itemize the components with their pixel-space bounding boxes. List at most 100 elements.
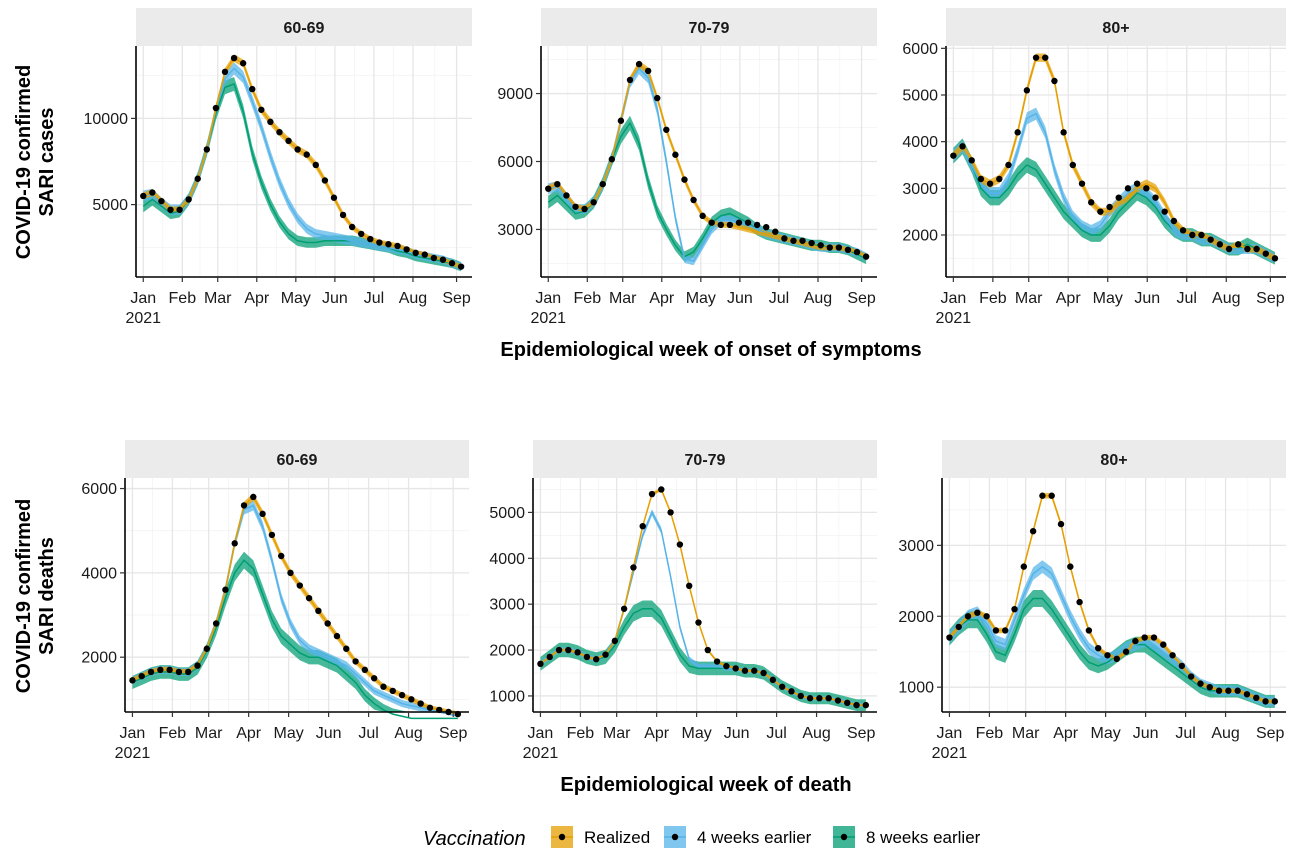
observed-point: [1023, 87, 1031, 94]
observed-point: [1189, 231, 1196, 239]
observed-point: [376, 239, 383, 246]
observed-point: [277, 552, 285, 560]
legend-label-4-weeks: 4 weeks earlier: [697, 828, 812, 847]
x-tick-label: Jul: [358, 725, 378, 742]
facet-strip-label: 80+: [1100, 452, 1127, 469]
observed-point: [203, 645, 211, 652]
observed-point: [138, 672, 145, 680]
x-tick-label: Jun: [322, 290, 348, 307]
x-tick-label: Mar: [1015, 290, 1043, 307]
cases-y-title-line2: SARI cases: [36, 108, 58, 217]
observed-point: [769, 676, 777, 684]
observed-point: [690, 196, 697, 204]
observed-point: [723, 662, 730, 670]
observed-point: [620, 605, 628, 612]
observed-point: [412, 249, 419, 257]
observed-point: [185, 668, 192, 676]
observed-point: [844, 246, 852, 254]
observed-point: [333, 632, 341, 640]
observed-point: [825, 695, 832, 702]
x-tick-label: Aug: [1212, 290, 1240, 307]
observed-point: [194, 662, 201, 669]
observed-point: [1104, 652, 1111, 659]
observed-point: [741, 667, 749, 674]
observed-point: [806, 695, 814, 702]
facet-strip-label: 60-69: [284, 20, 325, 37]
observed-point: [583, 653, 591, 661]
observed-point: [1020, 563, 1028, 570]
observed-point: [565, 646, 572, 654]
observed-point: [1039, 492, 1046, 499]
observed-point: [367, 235, 374, 243]
observed-point: [537, 660, 544, 668]
x-tick-label: May: [686, 290, 716, 307]
x-tick-label: Jan: [940, 290, 966, 307]
observed-point: [1187, 673, 1195, 680]
observed-point: [129, 677, 136, 684]
observed-point: [1060, 129, 1067, 136]
observed-point: [862, 253, 870, 260]
observed-point: [1197, 680, 1204, 687]
observed-point: [1076, 598, 1083, 606]
x-tick-label: Jun: [1133, 725, 1159, 742]
observed-point: [644, 67, 652, 75]
observed-point: [385, 241, 392, 248]
observed-point: [1225, 245, 1233, 253]
observed-point: [799, 237, 806, 244]
x-tick-label: Jan: [120, 725, 146, 742]
observed-point: [1094, 644, 1102, 652]
observed-point: [1051, 77, 1058, 85]
observed-point: [1057, 520, 1065, 528]
observed-point: [1011, 605, 1018, 613]
x-year-label: 2021: [932, 745, 968, 762]
observed-point: [1029, 527, 1037, 535]
observed-point: [808, 239, 815, 247]
observed-point: [726, 221, 734, 229]
observed-point: [239, 60, 247, 67]
observed-point: [695, 619, 702, 626]
y-tick-label: 2000: [489, 643, 525, 660]
observed-point: [348, 223, 356, 231]
observed-point: [1271, 255, 1279, 262]
observed-point: [1216, 241, 1224, 248]
observed-point: [781, 235, 788, 242]
observed-point: [816, 695, 823, 702]
x-year-label: 2021: [936, 310, 972, 327]
observed-point: [147, 668, 155, 676]
observed-point: [408, 696, 415, 703]
observed-point: [964, 613, 972, 620]
y-tick-label: 6000: [497, 154, 533, 171]
observed-point: [268, 531, 276, 539]
observed-point: [296, 582, 303, 589]
facet-strip-label: 60-69: [277, 452, 318, 469]
observed-point: [1106, 203, 1113, 211]
y-tick-label: 5000: [92, 197, 128, 214]
observed-point: [608, 156, 616, 163]
observed-point: [685, 582, 693, 590]
observed-point: [817, 242, 824, 249]
observed-point: [1253, 694, 1260, 702]
observed-point: [361, 666, 369, 674]
y-tick-label: 5000: [489, 505, 525, 522]
observed-point: [545, 185, 552, 192]
observed-point: [240, 502, 248, 509]
x-tick-label: Jan: [535, 290, 561, 307]
observed-point: [1179, 227, 1187, 234]
observed-point: [983, 613, 990, 620]
legend-item-realized: Realized: [551, 826, 650, 848]
observed-point: [222, 586, 229, 593]
facet-strip: [541, 8, 877, 46]
observed-point: [389, 687, 396, 695]
observed-point: [555, 646, 563, 654]
observed-point: [457, 263, 465, 270]
x-tick-label: Sep: [1256, 290, 1285, 307]
x-tick-label: Aug: [1211, 725, 1239, 742]
observed-point: [194, 175, 201, 182]
observed-point: [862, 701, 870, 709]
y-tick-label: 2000: [898, 609, 934, 626]
observed-point: [231, 540, 238, 547]
observed-point: [751, 667, 758, 674]
observed-point: [203, 146, 211, 153]
x-tick-label: Aug: [802, 725, 830, 742]
facet-strip-label: 70-79: [689, 20, 730, 37]
